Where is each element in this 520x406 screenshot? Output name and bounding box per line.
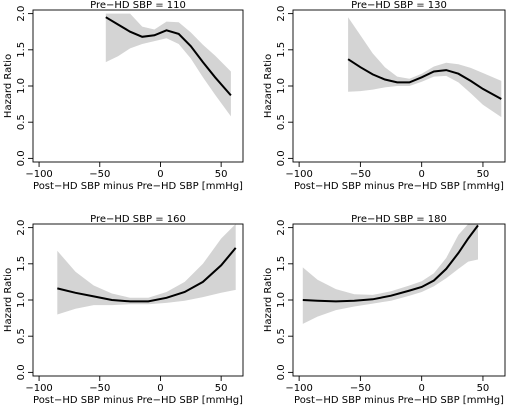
x-tick-label: −100: [25, 169, 52, 180]
x-tick-label: −50: [89, 383, 110, 394]
x-tick-label: −50: [350, 169, 371, 180]
y-tick-label: 1.0: [16, 292, 27, 308]
y-tick-label: 1.5: [276, 42, 287, 58]
x-tick-label: 0: [418, 383, 424, 394]
y-tick-label: 0.5: [16, 114, 27, 130]
panel-title: Pre−HD SBP = 130: [351, 0, 447, 11]
y-tick-label: 2.0: [276, 220, 287, 236]
x-tick-label: 0: [418, 169, 424, 180]
y-tick-label: 1.5: [276, 256, 287, 272]
y-axis-title: Hazard Ratio: [3, 268, 14, 332]
y-axis-title: Hazard Ratio: [263, 268, 274, 332]
confidence-band: [57, 224, 236, 315]
x-tick-label: 50: [477, 383, 490, 394]
panel-2: −100 −50 0 50 0.0 0.5 1.0 1.5 2.0 Pre−HD SBP = 13…: [263, 0, 506, 192]
y-tick-label: 1.0: [16, 78, 27, 94]
y-tick-label: 2.0: [16, 6, 27, 22]
x-axis-title: Post−HD SBP minus Pre−HD SBP [mmHg]: [294, 395, 504, 406]
x-tick-label: −50: [89, 169, 110, 180]
x-tick-label: −50: [350, 383, 371, 394]
y-tick-label: 1.0: [276, 292, 287, 308]
x-tick-label: −100: [285, 169, 312, 180]
y-tick-label: 1.5: [16, 256, 27, 272]
y-axis-title: Hazard Ratio: [263, 54, 274, 118]
hazard-ratio-line: [347, 58, 502, 100]
y-tick-label: 0.0: [16, 364, 27, 380]
hazard-ratio-line: [302, 224, 479, 303]
x-tick-label: 0: [157, 169, 163, 180]
y-tick-label: 0.0: [276, 364, 287, 380]
confidence-band: [348, 17, 502, 118]
x-axis-title: Post−HD SBP minus Pre−HD SBP [mmHg]: [33, 395, 243, 406]
y-tick-label: 0.0: [16, 150, 27, 166]
panel-title: Pre−HD SBP = 180: [351, 214, 447, 225]
confidence-band: [302, 224, 478, 324]
y-tick-label: 1.5: [16, 42, 27, 58]
x-axis-title: Post−HD SBP minus Pre−HD SBP [mmHg]: [33, 181, 243, 192]
y-tick-label: 2.0: [276, 6, 287, 22]
y-tick-label: 1.0: [276, 78, 287, 94]
y-tick-label: 0.5: [276, 114, 287, 130]
panel-title: Pre−HD SBP = 160: [90, 214, 186, 225]
y-axis-title: Hazard Ratio: [3, 54, 14, 118]
x-axis-title: Post−HD SBP minus Pre−HD SBP [mmHg]: [294, 181, 504, 192]
panel-4: −100 −50 0 50 0.0 0.5 1.0 1.5 2.0 Pre−HD SBP = 18…: [263, 214, 506, 406]
y-tick-label: 0.5: [16, 328, 27, 344]
panel-1: −100 −50 0 50 0.0 0.5 1.0 1.5 2.0 Pre−HD SBP = 11…: [3, 0, 244, 192]
panel-3: −100 −50 0 50 0.0 0.5 1.0 1.5 2.0 Pre−HD SBP = 16…: [3, 214, 244, 406]
hazard-ratio-line: [57, 247, 237, 303]
y-tick-label: 0.0: [276, 150, 287, 166]
hazard-ratio-line: [105, 16, 232, 97]
panel-title: Pre−HD SBP = 110: [90, 0, 186, 11]
x-tick-label: 0: [157, 383, 163, 394]
x-tick-label: 50: [215, 383, 228, 394]
y-tick-label: 2.0: [16, 220, 27, 236]
x-tick-label: −100: [25, 383, 52, 394]
x-tick-label: −100: [285, 383, 312, 394]
y-tick-label: 0.5: [276, 328, 287, 344]
x-tick-label: 50: [477, 169, 490, 180]
x-tick-label: 50: [215, 169, 228, 180]
confidence-band: [105, 13, 231, 117]
